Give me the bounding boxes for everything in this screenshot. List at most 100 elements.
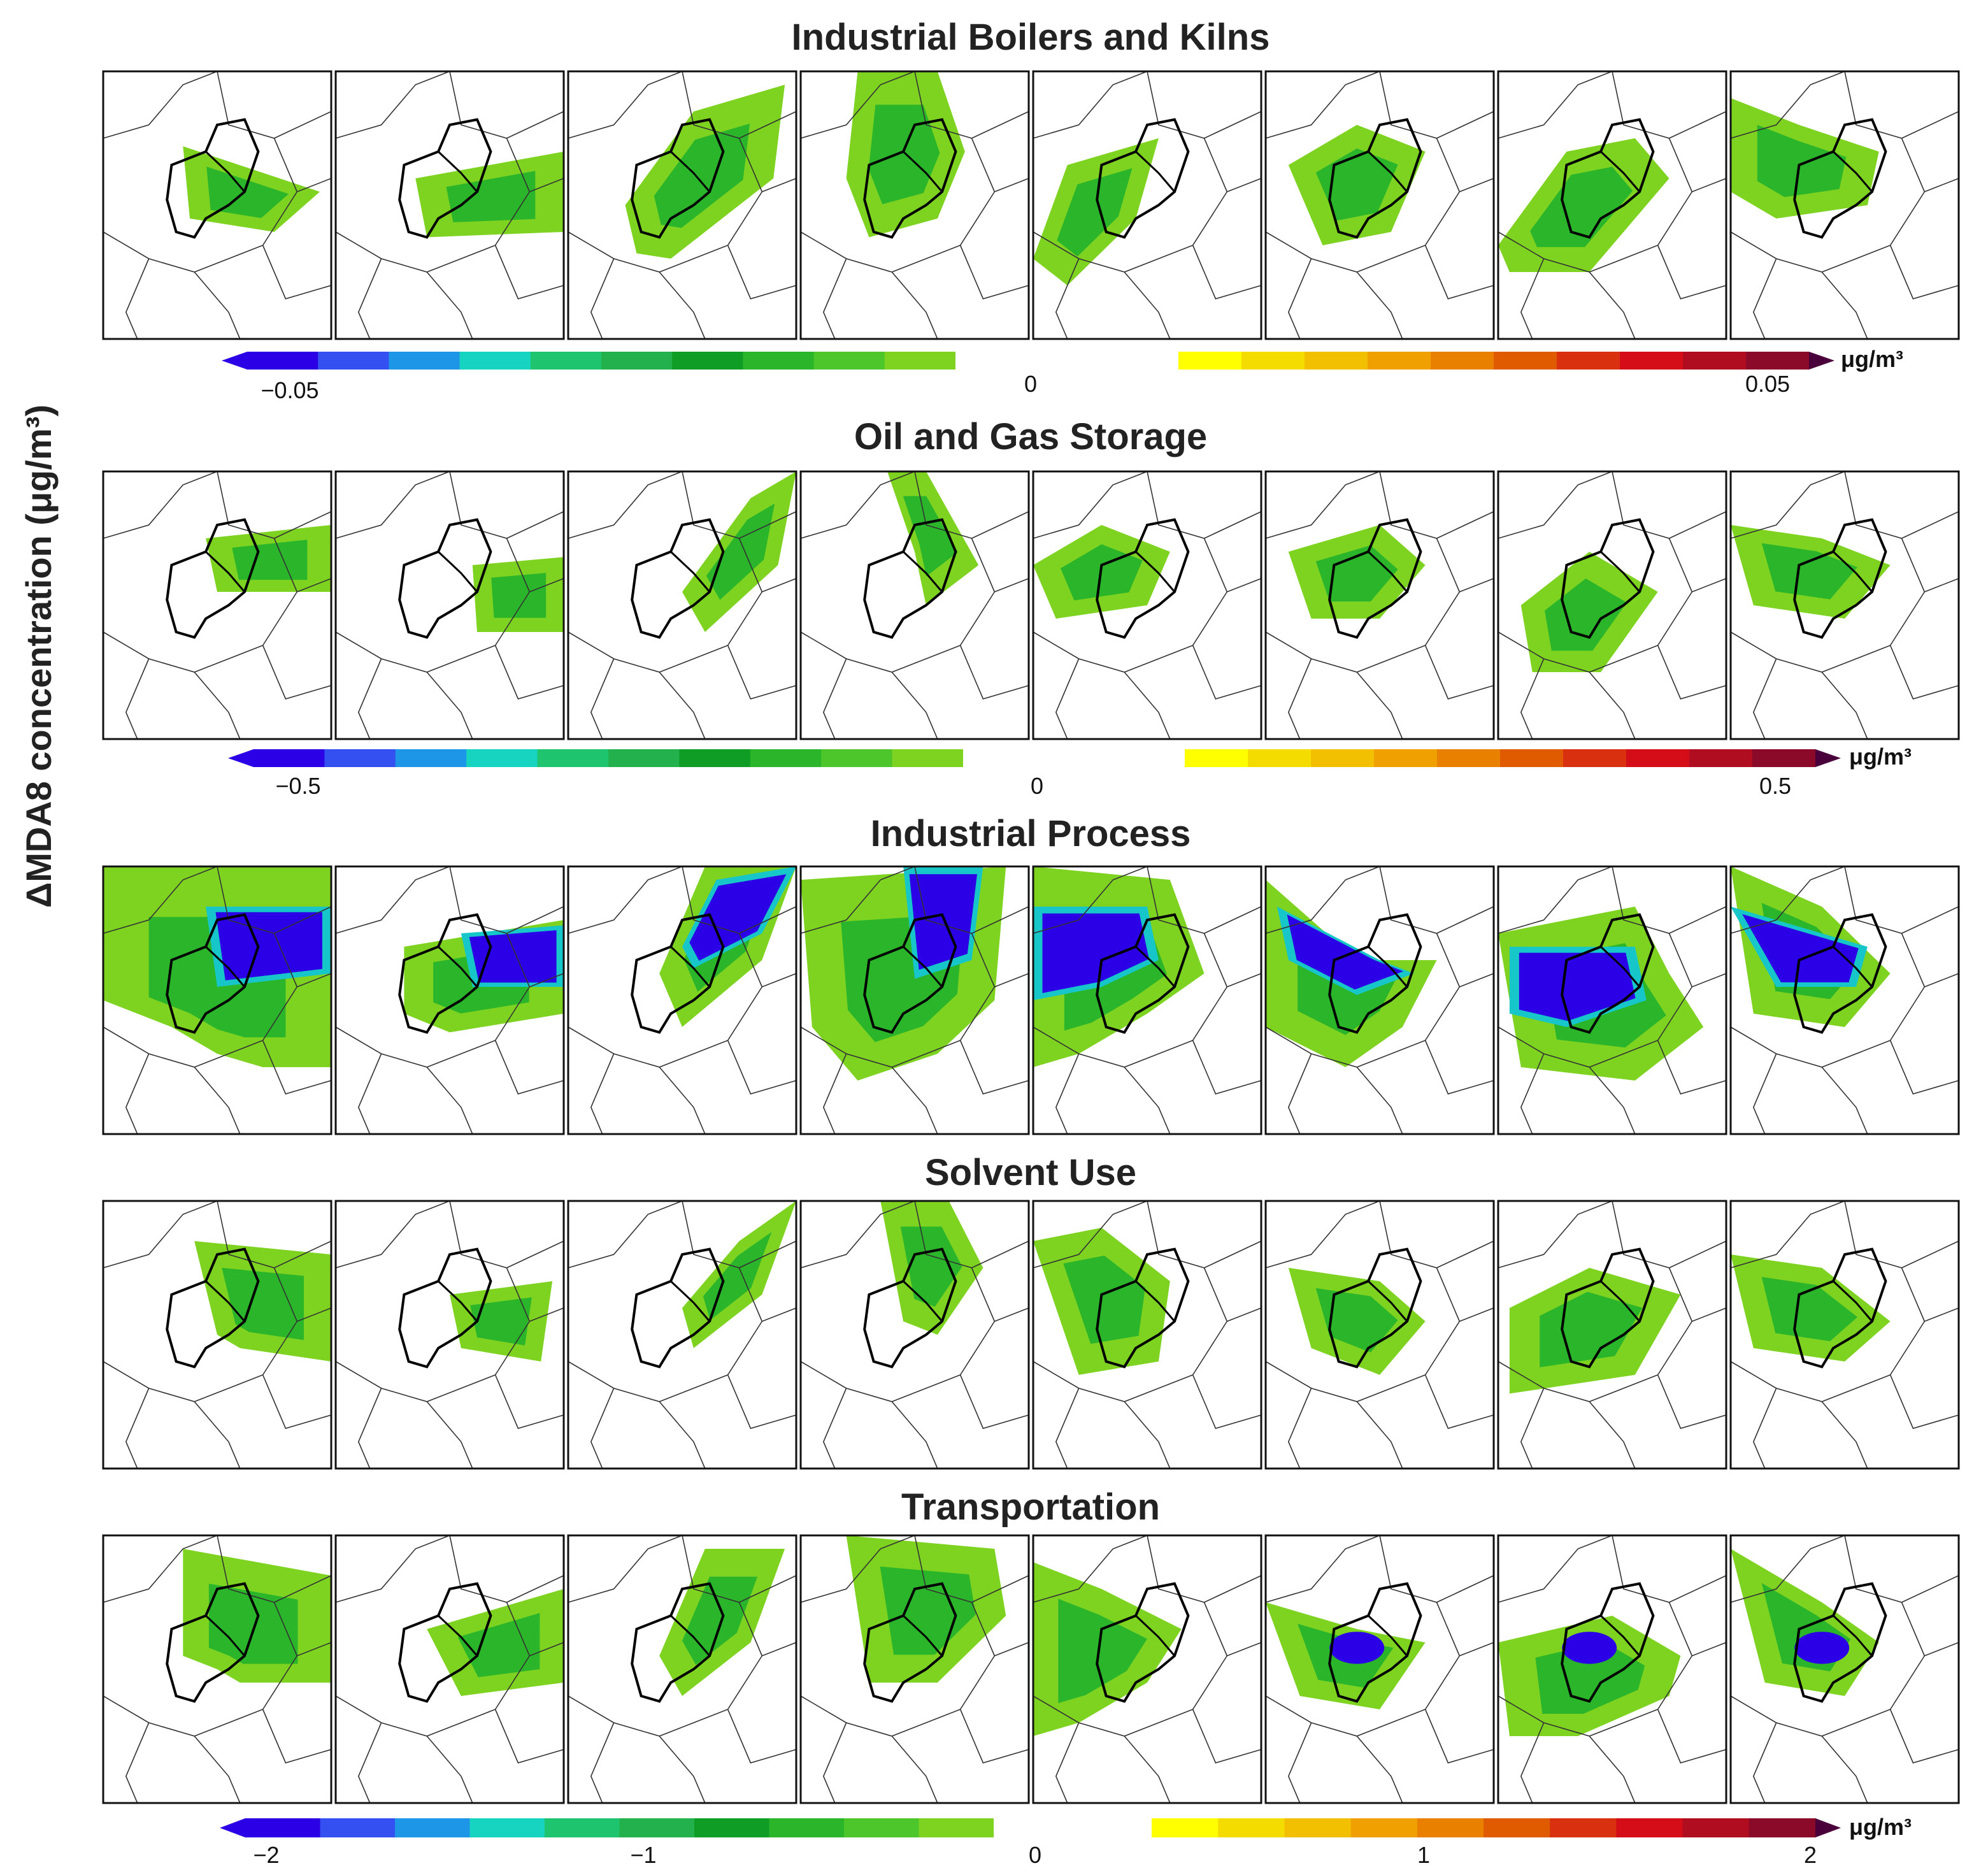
province-boundary <box>1589 973 1727 1068</box>
province-boundary <box>103 1200 218 1268</box>
colorbar-segment <box>844 1818 919 1837</box>
study-region-inner-boundary <box>1368 1280 1408 1322</box>
province-boundary <box>217 1200 332 1268</box>
study-region-inner-boundary <box>438 1280 478 1322</box>
province-boundary <box>426 578 564 673</box>
province-boundary <box>1752 1388 1777 1469</box>
province-boundary <box>1287 258 1312 340</box>
study-region-inner-boundary <box>1368 1614 1408 1656</box>
province-boundary <box>891 1307 1029 1402</box>
province-boundary <box>1589 1307 1727 1402</box>
province-boundary <box>959 1374 1029 1429</box>
colorbar-segment <box>395 749 467 767</box>
province-boundary <box>1379 471 1494 539</box>
province-boundary <box>335 1535 450 1603</box>
province-boundary <box>449 1535 564 1603</box>
map-panel <box>567 1200 797 1470</box>
province-boundary <box>1821 1307 1959 1402</box>
study-region-outline <box>166 518 260 639</box>
province-boundary <box>891 973 1029 1068</box>
province-boundary <box>1901 1267 1926 1322</box>
concentration-plume-core <box>1530 166 1633 247</box>
colorbar-segment <box>320 1818 396 1837</box>
province-boundary <box>1356 1307 1494 1402</box>
map-panel <box>102 70 333 340</box>
concentration-plume-core <box>880 1566 976 1655</box>
study-region-inner-boundary <box>438 945 478 988</box>
province-boundary <box>959 1709 1029 1764</box>
province-boundary <box>1752 1722 1777 1804</box>
province-boundary <box>800 471 915 539</box>
province-boundary <box>1668 1267 1693 1322</box>
province-boundary <box>273 1267 298 1322</box>
row-title-solvent-use: Solvent Use <box>925 1152 1136 1193</box>
province-boundary <box>262 645 332 700</box>
province-boundary <box>1520 1053 1545 1135</box>
province-boundary <box>1203 1267 1228 1322</box>
province-boundary <box>1498 71 1613 139</box>
province-boundary <box>1844 866 1959 934</box>
colorbar-segment <box>679 749 751 767</box>
province-boundary <box>682 1200 797 1268</box>
province-boundary <box>1287 1053 1312 1135</box>
province-boundary <box>1287 1388 1312 1469</box>
province-boundary <box>125 1388 150 1469</box>
colorbar-segment <box>1683 352 1747 370</box>
province-boundary <box>1612 1200 1727 1268</box>
province-boundary <box>914 471 1029 539</box>
province-boundary <box>822 1053 847 1135</box>
colorbar-tick-label: 2 <box>1804 1842 1817 1868</box>
study-region-inner-boundary <box>1600 550 1641 593</box>
map-panel <box>1264 1534 1495 1804</box>
colorbar-segment <box>1350 1818 1418 1837</box>
province-boundary <box>125 1722 150 1804</box>
colorbar-segment <box>1494 352 1557 370</box>
concentration-plume-core <box>446 171 536 222</box>
province-boundary <box>357 658 382 740</box>
map-panel <box>567 865 797 1135</box>
province-boundary <box>1033 1535 1148 1603</box>
colorbar-segment <box>619 1818 695 1837</box>
study-region-outline <box>166 913 260 1034</box>
map-panel <box>1729 1534 1960 1804</box>
province-boundary <box>1265 1200 1380 1268</box>
province-boundary <box>1730 1200 1845 1268</box>
concentration-plume-core <box>706 503 775 600</box>
province-boundary <box>426 178 564 273</box>
colorbar-segment <box>530 352 602 370</box>
map-panel <box>1729 865 1960 1135</box>
province-boundary <box>1821 578 1959 673</box>
study-region-outline <box>1328 1247 1422 1369</box>
concentration-plume-core <box>457 1613 540 1677</box>
province-boundary <box>971 1602 996 1656</box>
province-boundary <box>1424 1709 1494 1764</box>
map-panel <box>1729 70 1960 340</box>
colorbar-segment <box>1284 1818 1352 1837</box>
map-panel <box>567 470 797 740</box>
map-panel-frame <box>1729 470 1960 740</box>
province-boundary <box>1668 538 1693 593</box>
concentration-core <box>1519 952 1636 1021</box>
study-region-inner-boundary <box>1833 945 1873 988</box>
study-region-inner-boundary <box>205 1614 246 1656</box>
colorbar-segment-neutral <box>963 749 1185 767</box>
province-boundary <box>1147 1535 1262 1603</box>
concentration-plume-core <box>1063 1255 1146 1344</box>
map-panel-frame <box>567 470 797 740</box>
study-region-inner-boundary <box>670 1280 711 1322</box>
study-region-inner-boundary <box>1135 550 1176 593</box>
province-boundary <box>194 578 332 673</box>
province-boundary <box>1356 578 1494 673</box>
province-boundary <box>1589 578 1727 673</box>
province-boundary <box>506 933 531 988</box>
province-boundary <box>1889 645 1959 700</box>
study-region-outline <box>1328 913 1422 1034</box>
province-boundary <box>1436 1602 1461 1656</box>
colorbar-arrow-max <box>1815 749 1841 767</box>
map-panel-frame <box>799 865 1030 1135</box>
map-panel <box>567 1534 797 1804</box>
colorbar-segment <box>1241 352 1305 370</box>
province-boundary <box>1033 471 1148 539</box>
province-boundary <box>1055 1722 1080 1804</box>
province-boundary <box>1668 933 1693 988</box>
